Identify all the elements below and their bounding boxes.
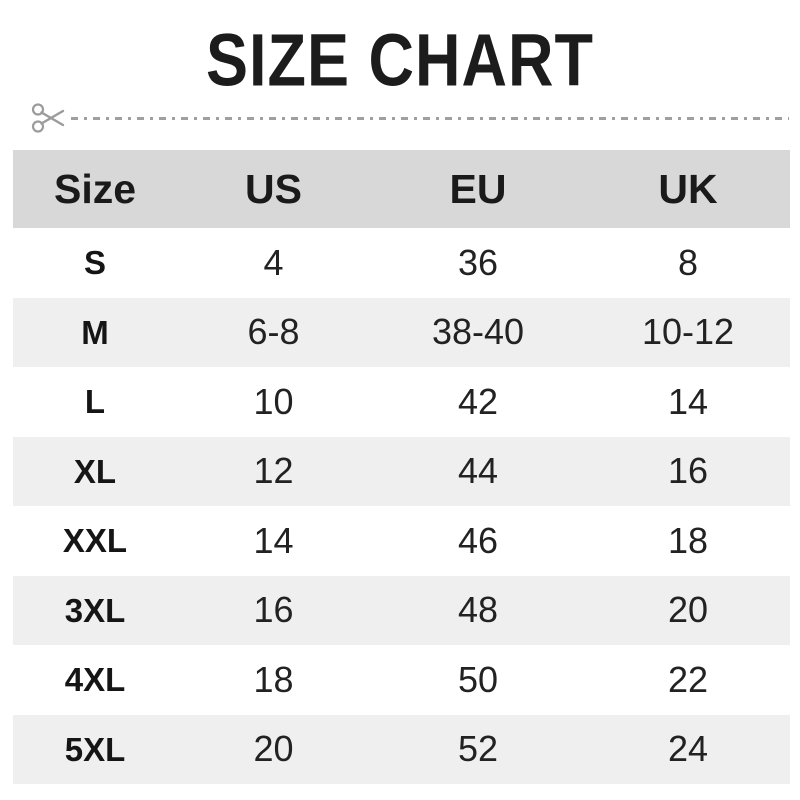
table-row-xxl: XXL 14 46 18: [13, 506, 790, 576]
uk-value: 10-12: [641, 311, 735, 353]
size-label: 4XL: [64, 661, 126, 699]
column-header-us: US: [245, 165, 302, 212]
column-header-size: Size: [53, 165, 137, 212]
page-title: SIZE CHART: [206, 19, 594, 102]
us-value: 18: [253, 658, 294, 700]
table-row-5xl: 5XL 20 52 24: [13, 714, 790, 784]
uk-value: 24: [667, 728, 709, 770]
uk-value: 8: [677, 241, 699, 283]
uk-value: 22: [667, 658, 709, 700]
table-row-l: L 10 42 14: [13, 367, 790, 437]
table-header-row: Size US EU UK: [13, 150, 790, 228]
size-label: L: [84, 383, 106, 421]
eu-value: 52: [457, 728, 499, 770]
us-value: 10: [253, 380, 294, 422]
size-label: 5XL: [64, 730, 126, 768]
eu-value: 44: [457, 450, 499, 492]
uk-value: 18: [667, 519, 709, 561]
eu-value: 42: [457, 380, 499, 422]
eu-value: 36: [457, 241, 499, 283]
eu-value: 46: [457, 519, 499, 561]
table-row-m: M 6-8 38-40 10-12: [13, 297, 790, 367]
us-value: 4: [263, 241, 284, 283]
eu-value: 50: [457, 658, 499, 700]
dashed-cut-line: [71, 116, 789, 120]
size-label: 3XL: [64, 591, 126, 629]
scissors-icon: [31, 103, 65, 133]
uk-value: 20: [667, 589, 709, 631]
table-row-4xl: 4XL 18 50 22: [13, 645, 790, 715]
size-label: S: [83, 244, 106, 282]
uk-value: 16: [667, 450, 709, 492]
table-row-xl: XL 12 44 16: [13, 436, 790, 506]
us-value: 6-8: [247, 311, 300, 353]
us-value: 16: [253, 589, 294, 631]
column-header-uk: UK: [658, 165, 718, 212]
size-label: XL: [73, 452, 117, 490]
column-header-eu: EU: [449, 165, 507, 212]
size-label: XXL: [62, 522, 128, 560]
us-value: 14: [253, 519, 294, 561]
table-row-3xl: 3XL 16 48 20: [13, 575, 790, 645]
eu-value: 38-40: [431, 311, 525, 353]
us-value: 20: [253, 728, 294, 770]
uk-value: 14: [667, 380, 709, 422]
size-label: M: [81, 313, 109, 351]
table-row-s: S 4 36 8: [13, 228, 790, 298]
eu-value: 48: [457, 589, 499, 631]
cut-line: [31, 100, 789, 136]
size-table: Size US EU UK S 4 36 8 M 6-8 38-40 10-12…: [13, 150, 790, 784]
us-value: 12: [253, 450, 294, 492]
